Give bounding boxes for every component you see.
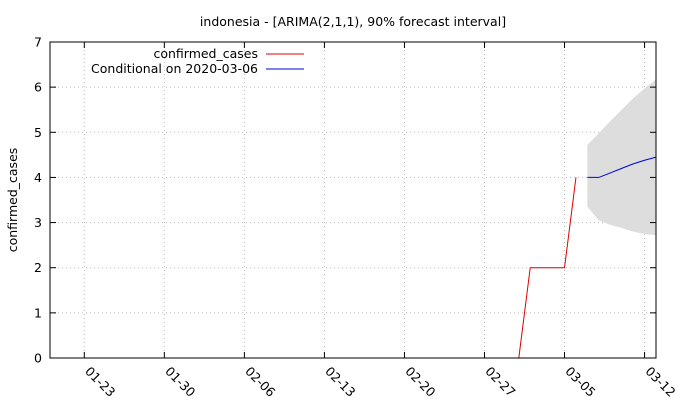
plot-frame [49,41,657,359]
series-line-conditional-forecast [587,156,657,178]
y-tick-label: 4 [34,170,42,185]
y-axis-label: confirmed_cases [5,148,20,253]
y-tick-label: 2 [34,260,42,275]
y-tick-label: 1 [34,305,42,320]
y-tick-label: 7 [34,35,42,50]
y-tick-label: 3 [34,215,42,230]
forecast-interval [587,79,656,236]
legend-label: Conditional on 2020-03-06 [91,61,258,76]
legend-label: confirmed_cases [153,46,258,61]
interval-band [587,79,656,236]
y-tick-label: 6 [34,80,42,95]
y-tick-label: 5 [34,125,42,140]
chart-title: indonesia - [ARIMA(2,1,1), 90% forecast … [200,14,506,29]
y-tick-label: 0 [34,351,42,366]
